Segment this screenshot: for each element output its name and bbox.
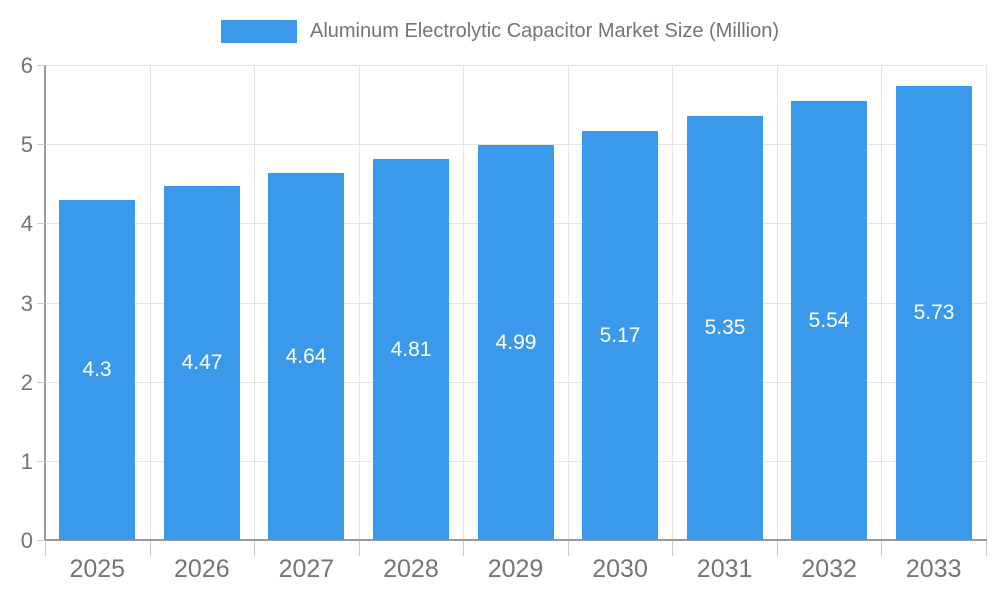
bar[interactable]: 4.47: [164, 186, 240, 540]
x-gridline: [776, 65, 778, 540]
x-tick-label: 2030: [592, 555, 648, 583]
legend-label: Aluminum Electrolytic Capacitor Market S…: [309, 20, 779, 42]
x-axis-tick: [358, 540, 360, 556]
bar[interactable]: 5.54: [791, 101, 867, 540]
bar-value-label: 5.35: [704, 316, 746, 339]
bar-value-label: 4.99: [495, 330, 537, 354]
y-axis-tick: [37, 460, 45, 462]
y-tick-label: 5: [20, 132, 33, 158]
bar-value-label: 5.17: [599, 323, 641, 347]
y-axis-tick: [37, 65, 45, 66]
bar-value-label: 4.81: [390, 337, 432, 361]
x-axis-line: [44, 539, 987, 541]
x-axis-tick: [149, 540, 151, 556]
x-tick-label: 2029: [487, 555, 544, 583]
bar[interactable]: 4.64: [268, 173, 344, 540]
y-tick-label: 6: [20, 53, 33, 78]
y-axis-tick: [37, 381, 45, 383]
x-axis-tick: [254, 540, 256, 556]
x-gridline: [358, 65, 360, 540]
y-tick-label: 0: [20, 528, 33, 553]
x-tick-label: 2025: [69, 555, 126, 583]
y-tick-label: 3: [20, 290, 33, 316]
y-axis-tick: [37, 302, 45, 304]
bar-value-label: 4.3: [82, 358, 112, 381]
x-tick-label: 2028: [383, 555, 439, 583]
x-tick-label: 2033: [905, 555, 962, 583]
x-gridline: [881, 65, 883, 540]
y-tick-label: 2: [20, 369, 33, 395]
bar[interactable]: 5.73: [896, 86, 972, 540]
y-tick-label: 1: [20, 448, 33, 474]
bar[interactable]: 5.17: [582, 131, 658, 540]
plot-area: 4.3 4.47 4.64 4.81 4.99 5.17 5.35 5.54 5.73: [44, 65, 987, 556]
y-axis-line: [44, 65, 46, 540]
legend-swatch: [220, 20, 297, 43]
x-axis-tick: [672, 540, 674, 556]
y-axis-tick: [37, 223, 45, 225]
x-axis-tick: [45, 540, 46, 556]
x-tick-label: 2032: [801, 555, 857, 583]
y-gridline: [45, 144, 986, 146]
chart-legend[interactable]: Aluminum Electrolytic Capacitor Market S…: [0, 20, 1000, 43]
x-tick-label: 2026: [174, 555, 230, 583]
x-axis-tick: [986, 540, 987, 556]
x-gridline: [463, 65, 465, 540]
bar-value-label: 4.64: [285, 344, 327, 368]
bar[interactable]: 5.35: [687, 116, 763, 540]
x-gridline: [986, 65, 987, 540]
x-gridline: [567, 65, 569, 540]
x-gridline: [254, 65, 256, 540]
x-gridline: [149, 65, 151, 540]
x-tick-label: 2031: [696, 555, 753, 583]
bar[interactable]: 4.3: [59, 200, 135, 540]
bar[interactable]: 4.81: [373, 159, 449, 540]
x-axis-tick: [463, 540, 465, 556]
y-tick-label: 4: [20, 211, 33, 237]
x-tick-label: 2027: [278, 555, 335, 583]
y-gridline: [45, 65, 986, 66]
bar-value-label: 5.73: [913, 301, 955, 324]
y-axis-tick: [37, 144, 45, 146]
x-axis-tick: [776, 540, 778, 556]
bar-value-label: 4.47: [181, 351, 223, 374]
bar-value-label: 5.54: [808, 308, 850, 332]
y-axis-tick: [37, 540, 45, 541]
bar[interactable]: 4.99: [478, 145, 554, 540]
x-axis-tick: [881, 540, 883, 556]
x-gridline: [672, 65, 674, 540]
x-axis-tick: [567, 540, 569, 556]
